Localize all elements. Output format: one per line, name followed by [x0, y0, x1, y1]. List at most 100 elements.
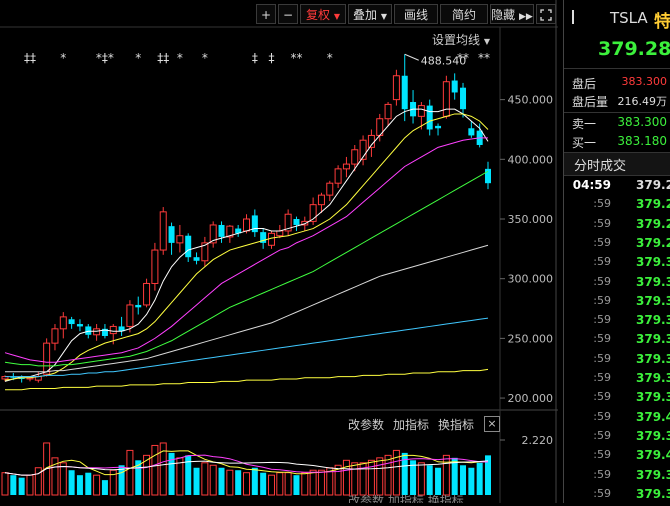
candle-body	[243, 218, 250, 232]
tick-row: :59 379.3	[564, 468, 670, 487]
kline-chart-area[interactable]: 450.000 400.000 350.000 300.000 250.000 200.0…	[0, 0, 558, 503]
volume-bar	[201, 462, 209, 496]
volume-bar	[135, 460, 142, 495]
tick-price: 379.3	[636, 351, 670, 366]
tick-time: :59	[593, 235, 611, 249]
ma-line	[5, 368, 489, 391]
tick-price: 379.3	[636, 332, 670, 347]
signal-marker: **	[457, 51, 469, 65]
ticker-symbol: TSLA	[610, 9, 648, 27]
tick-time: :59	[593, 332, 611, 346]
candle-body	[468, 128, 475, 136]
volume-bar	[460, 465, 467, 495]
candle-body	[118, 326, 125, 332]
list-icon[interactable]	[572, 10, 577, 24]
volume-bar	[151, 444, 159, 496]
tick-price: 379.3	[636, 313, 670, 328]
candle-body	[193, 257, 200, 261]
tick-price: 379.3	[636, 293, 670, 308]
volume-bar	[185, 455, 192, 495]
candle-body	[326, 182, 334, 196]
candle-body	[85, 326, 92, 335]
tick-time: :59	[593, 486, 611, 500]
volume-bar	[376, 457, 384, 496]
candle-body	[359, 139, 367, 160]
signal-marker: *	[60, 51, 66, 65]
quote-side-panel: TSLA 特 379.280 盘后 383.300 盘后量 216.49万 卖一…	[563, 0, 670, 503]
max-price-pointer	[404, 53, 419, 61]
bottom-add-indicator-button[interactable]: 加指标	[387, 494, 424, 503]
candle-body	[284, 213, 292, 232]
bottom-edit-params-button[interactable]: 改参数	[348, 494, 385, 503]
volume-bar	[159, 442, 167, 496]
huaxian-button[interactable]: 画线	[394, 4, 438, 24]
tick-row: :59 379.3	[564, 313, 670, 332]
volume-ma-line	[4, 450, 488, 476]
fullscreen-icon[interactable]	[536, 4, 556, 24]
volume-bar	[342, 459, 350, 496]
candle-body	[185, 235, 192, 258]
candle-body	[384, 103, 392, 120]
tick-price: 379.3	[636, 428, 670, 443]
volume-bar	[18, 477, 25, 495]
candle-body	[201, 242, 209, 262]
diejia-button[interactable]: 叠加 ▼	[348, 4, 392, 24]
tick-row: :59 379.2	[564, 236, 670, 255]
candle-body	[309, 204, 317, 222]
ma-line	[5, 317, 489, 378]
bid1-label: 买一	[572, 136, 597, 150]
volume-bar	[392, 449, 400, 496]
candle-body	[126, 304, 134, 327]
volume-bar	[267, 474, 275, 496]
volume-bar	[218, 467, 225, 495]
caret-down-icon: ▼	[483, 37, 490, 46]
kline-chart[interactable]: 450.000 400.000 350.000 300.000 250.000 200.0…	[0, 0, 558, 503]
yincang-button[interactable]: 隐藏 ▶▶	[490, 4, 534, 24]
tick-time: :59	[593, 216, 611, 230]
edit-params-button[interactable]: 改参数	[348, 418, 385, 432]
volume-ma-line	[4, 460, 489, 476]
tick-row: :59 379.3	[564, 352, 670, 371]
close-indicator-button[interactable]: ×	[484, 416, 500, 432]
ma-line	[4, 113, 489, 381]
ask1-value: 383.300	[617, 115, 667, 129]
volume-bar	[451, 457, 458, 495]
switch-indicator-button[interactable]: 换指标	[438, 418, 475, 432]
caret-down-icon: ▼	[380, 12, 387, 21]
candle-body	[226, 225, 234, 238]
signal-marker: ‡‡	[157, 51, 169, 65]
volume-bar	[143, 454, 151, 496]
candle-body	[176, 235, 184, 244]
volume-bar	[85, 472, 92, 495]
tick-time: :59	[593, 467, 611, 481]
candle-body	[143, 282, 151, 306]
tick-price: 379.3	[636, 390, 670, 405]
signal-marker: **	[290, 51, 302, 65]
tick-row: :59 379.3	[564, 255, 670, 274]
tick-row: :59 379.2	[564, 217, 670, 236]
volume-bar	[193, 467, 200, 495]
candle-body	[485, 168, 491, 184]
after-hours-label: 盘后	[572, 77, 597, 91]
tick-row: :59 379.3	[564, 275, 670, 294]
candle-body	[18, 377, 25, 379]
volume-bar	[209, 464, 217, 496]
tick-price: 379.2	[636, 216, 670, 231]
signal-marker: ‡‡	[24, 51, 36, 65]
volume-bar	[168, 452, 175, 495]
ma-settings-button[interactable]: 设置均线 ▼	[432, 31, 490, 48]
add-indicator-button[interactable]: 加指标	[393, 418, 430, 432]
zoom-in-button[interactable]: +	[256, 4, 276, 24]
candle-body	[301, 220, 309, 226]
candle-body	[10, 376, 17, 378]
fuquan-button[interactable]: 复权 ▼	[300, 4, 346, 24]
ask1-row: 卖一 383.300	[568, 115, 670, 133]
tick-row: :59 379.3	[564, 487, 670, 506]
jianyue-button[interactable]: 简约	[440, 4, 488, 24]
after-hours-volume-value: 216.49万	[617, 95, 668, 108]
bottom-switch-indicator-button[interactable]: 换指标	[427, 494, 464, 503]
volume-bar	[126, 449, 134, 496]
tick-time: :59	[593, 351, 611, 365]
zoom-out-button[interactable]: −	[278, 4, 298, 24]
candle-body	[460, 87, 467, 110]
